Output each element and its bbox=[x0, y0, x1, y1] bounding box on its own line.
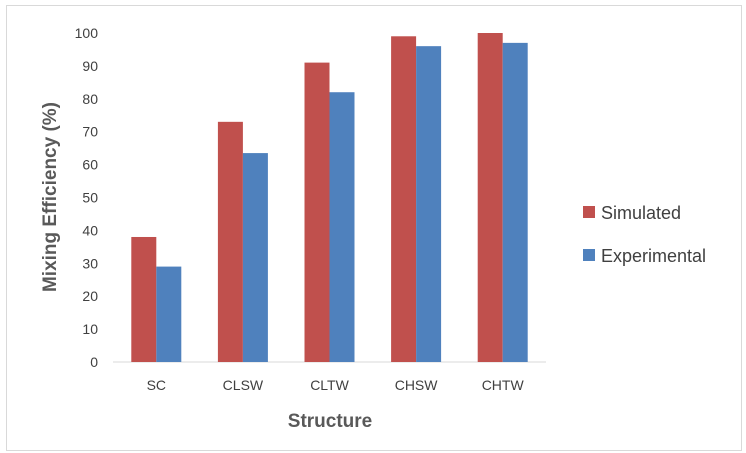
y-tick-label: 90 bbox=[82, 58, 98, 74]
bar-experimental-chtw bbox=[502, 42, 528, 363]
bar-experimental-chsw bbox=[416, 46, 442, 362]
y-tick-label: 10 bbox=[82, 321, 98, 337]
y-tick-label: 60 bbox=[82, 157, 98, 173]
legend: Simulated Experimental bbox=[583, 203, 706, 266]
legend-label-experimental: Experimental bbox=[601, 246, 706, 266]
y-tick-label: 30 bbox=[82, 255, 98, 271]
y-tick-label: 20 bbox=[82, 288, 98, 304]
x-tick-label: SC bbox=[147, 377, 166, 393]
x-axis-title: Structure bbox=[288, 411, 372, 432]
bar-experimental-sc bbox=[156, 266, 182, 362]
bar-experimental-clsw bbox=[242, 153, 268, 362]
y-axis: 0 10 20 30 40 50 60 70 80 90 100 bbox=[75, 25, 99, 370]
legend-label-simulated: Simulated bbox=[601, 203, 681, 223]
x-axis: SC CLSW CLTW CHSW CHTW bbox=[147, 377, 525, 393]
y-tick-label: 50 bbox=[82, 190, 98, 206]
legend-swatch-simulated bbox=[583, 206, 595, 218]
x-tick-label: CLTW bbox=[310, 377, 349, 393]
x-tick-label: CLSW bbox=[223, 377, 264, 393]
bar-simulated-cltw bbox=[304, 62, 330, 363]
y-tick-label: 80 bbox=[82, 91, 98, 107]
bar-simulated-chsw bbox=[391, 36, 417, 362]
bar-experimental-cltw bbox=[329, 92, 355, 362]
bar-simulated-clsw bbox=[217, 121, 243, 362]
x-tick-label: CHTW bbox=[482, 377, 525, 393]
chart-area bbox=[6, 5, 742, 451]
y-tick-label: 40 bbox=[82, 222, 98, 238]
legend-swatch-experimental bbox=[583, 249, 595, 261]
bars bbox=[131, 33, 528, 363]
bar-simulated-sc bbox=[131, 236, 157, 362]
y-axis-title: Mixing Efficiency (%) bbox=[40, 102, 61, 292]
y-tick-label: 70 bbox=[82, 124, 98, 140]
y-tick-label: 100 bbox=[75, 25, 99, 41]
bar-simulated-chtw bbox=[477, 33, 503, 362]
y-tick-label: 0 bbox=[90, 354, 98, 370]
x-tick-label: CHSW bbox=[395, 377, 439, 393]
